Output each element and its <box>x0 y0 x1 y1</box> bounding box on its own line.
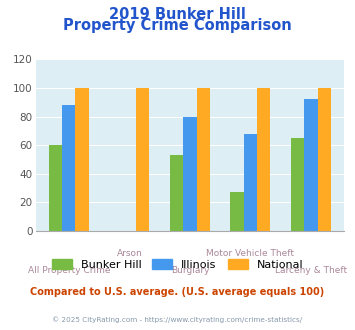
Bar <box>76 88 89 231</box>
Text: Larceny & Theft: Larceny & Theft <box>275 266 347 275</box>
Bar <box>244 134 257 231</box>
Text: Compared to U.S. average. (U.S. average equals 100): Compared to U.S. average. (U.S. average … <box>31 287 324 297</box>
Text: Burglary: Burglary <box>171 266 209 275</box>
Bar <box>170 155 183 231</box>
Bar <box>304 99 318 231</box>
Text: All Property Crime: All Property Crime <box>28 266 110 275</box>
Bar <box>291 138 304 231</box>
Bar <box>49 145 62 231</box>
Bar <box>318 88 331 231</box>
Text: © 2025 CityRating.com - https://www.cityrating.com/crime-statistics/: © 2025 CityRating.com - https://www.city… <box>53 317 302 323</box>
Bar <box>197 88 210 231</box>
Text: Motor Vehicle Theft: Motor Vehicle Theft <box>207 249 295 258</box>
Bar <box>183 116 197 231</box>
Bar <box>136 88 149 231</box>
Bar <box>257 88 271 231</box>
Legend: Bunker Hill, Illinois, National: Bunker Hill, Illinois, National <box>47 255 308 274</box>
Text: Arson: Arson <box>116 249 142 258</box>
Bar <box>62 105 76 231</box>
Text: Property Crime Comparison: Property Crime Comparison <box>63 18 292 33</box>
Text: 2019 Bunker Hill: 2019 Bunker Hill <box>109 7 246 21</box>
Bar <box>230 192 244 231</box>
